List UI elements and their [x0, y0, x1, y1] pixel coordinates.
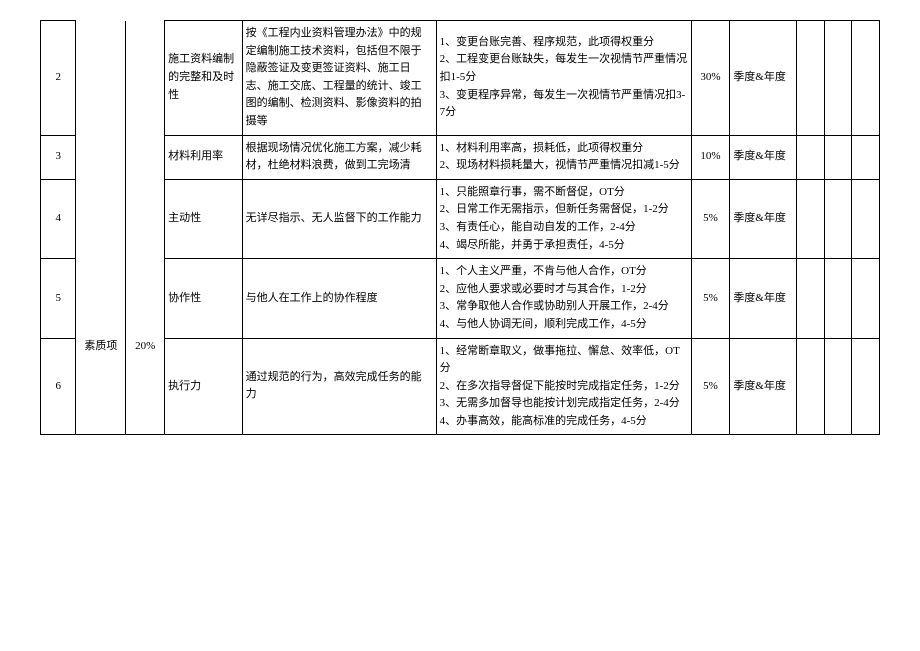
spare-cell	[796, 259, 824, 338]
table-row: 6 执行力 通过规范的行为，高效完成任务的能力 1、经常断章取义，做事拖拉、懈怠…	[41, 338, 880, 435]
item-desc: 根据现场情况优化施工方案，减少耗材，杜绝材料浪费，做到工完场清	[242, 135, 436, 179]
criteria-line: 3、无需多加督导也能按计划完成指定任务，2-4分	[440, 395, 688, 413]
table-row: 4 主动性 无详尽指示、无人监督下的工作能力 1、只能照章行事，需不断督促，OT…	[41, 179, 880, 258]
item-desc: 与他人在工作上的协作程度	[242, 259, 436, 338]
criteria-line: 1、个人主义严重，不肯与他人合作，OT分	[440, 263, 688, 281]
item-weight: 5%	[691, 338, 730, 435]
row-index: 6	[41, 338, 76, 435]
item-name: 执行力	[165, 338, 243, 435]
category-percent: 20%	[126, 259, 165, 435]
item-weight: 10%	[691, 135, 730, 179]
row-index: 4	[41, 179, 76, 258]
item-weight: 30%	[691, 21, 730, 136]
criteria-line: 4、办事高效，能高标准的完成任务，4-5分	[440, 413, 688, 431]
item-name: 材料利用率	[165, 135, 243, 179]
spare-cell	[796, 179, 824, 258]
criteria-line: 1、经常断章取义，做事拖拉、懈怠、效率低，OT分	[440, 343, 688, 378]
criteria-line: 3、有责任心，能自动自发的工作，2-4分	[440, 219, 688, 237]
spare-cell	[852, 135, 880, 179]
spare-cell	[852, 338, 880, 435]
criteria-line: 4、与他人协调无间，顺利完成工作，4-5分	[440, 316, 688, 334]
category-pct-cell	[126, 135, 165, 179]
table-row: 2 施工资料编制的完整和及时性 按《工程内业资料管理办法》中的规定编制施工技术资…	[41, 21, 880, 136]
item-desc: 无详尽指示、无人监督下的工作能力	[242, 179, 436, 258]
item-name: 协作性	[165, 259, 243, 338]
spare-cell	[796, 338, 824, 435]
row-index: 2	[41, 21, 76, 136]
item-period: 季度&年度	[730, 135, 796, 179]
item-period: 季度&年度	[730, 21, 796, 136]
item-criteria: 1、变更台账完善、程序规范，此项得权重分 2、工程变更台账缺失，每发生一次视情节…	[436, 21, 691, 136]
category-cell	[76, 135, 126, 179]
item-criteria: 1、只能照章行事，需不断督促，OT分 2、日常工作无需指示，但新任务需督促，1-…	[436, 179, 691, 258]
item-criteria: 1、经常断章取义，做事拖拉、懈怠、效率低，OT分 2、在多次指导督促下能按时完成…	[436, 338, 691, 435]
table-row: 3 材料利用率 根据现场情况优化施工方案，减少耗材，杜绝材料浪费，做到工完场清 …	[41, 135, 880, 179]
item-name: 施工资料编制的完整和及时性	[165, 21, 243, 136]
criteria-line: 2、现场材料损耗量大，视情节严重情况扣减1-5分	[440, 157, 688, 175]
item-weight: 5%	[691, 259, 730, 338]
row-index: 3	[41, 135, 76, 179]
spare-cell	[852, 179, 880, 258]
spare-cell	[852, 259, 880, 338]
item-desc: 通过规范的行为，高效完成任务的能力	[242, 338, 436, 435]
spare-cell	[824, 259, 852, 338]
item-period: 季度&年度	[730, 338, 796, 435]
item-name: 主动性	[165, 179, 243, 258]
criteria-line: 1、变更台账完善、程序规范，此项得权重分	[440, 34, 688, 52]
criteria-line: 4、竭尽所能，并勇于承担责任，4-5分	[440, 237, 688, 255]
item-desc: 按《工程内业资料管理办法》中的规定编制施工技术资料，包括但不限于隐蔽签证及变更签…	[242, 21, 436, 136]
criteria-line: 2、在多次指导督促下能按时完成指定任务，1-2分	[440, 378, 688, 396]
item-period: 季度&年度	[730, 259, 796, 338]
criteria-line: 3、变更程序异常，每发生一次视情节严重情况扣3-7分	[440, 87, 688, 122]
spare-cell	[824, 179, 852, 258]
category-cell	[76, 21, 126, 136]
evaluation-table: 2 施工资料编制的完整和及时性 按《工程内业资料管理办法》中的规定编制施工技术资…	[40, 20, 880, 435]
spare-cell	[824, 135, 852, 179]
category-cell	[76, 179, 126, 258]
criteria-line: 3、常争取他人合作或协助别人开展工作，2-4分	[440, 298, 688, 316]
criteria-line: 2、应他人要求或必要时才与其合作，1-2分	[440, 281, 688, 299]
spare-cell	[824, 21, 852, 136]
item-weight: 5%	[691, 179, 730, 258]
table-row: 5 素质项 20% 协作性 与他人在工作上的协作程度 1、个人主义严重，不肯与他…	[41, 259, 880, 338]
category-name: 素质项	[76, 259, 126, 435]
item-criteria: 1、材料利用率高，损耗低，此项得权重分 2、现场材料损耗量大，视情节严重情况扣减…	[436, 135, 691, 179]
item-period: 季度&年度	[730, 179, 796, 258]
criteria-line: 2、日常工作无需指示，但新任务需督促，1-2分	[440, 201, 688, 219]
criteria-line: 2、工程变更台账缺失，每发生一次视情节严重情况扣1-5分	[440, 51, 688, 86]
category-pct-cell	[126, 179, 165, 258]
item-criteria: 1、个人主义严重，不肯与他人合作，OT分 2、应他人要求或必要时才与其合作，1-…	[436, 259, 691, 338]
criteria-line: 1、只能照章行事，需不断督促，OT分	[440, 184, 688, 202]
row-index: 5	[41, 259, 76, 338]
spare-cell	[796, 135, 824, 179]
criteria-line: 1、材料利用率高，损耗低，此项得权重分	[440, 140, 688, 158]
spare-cell	[824, 338, 852, 435]
spare-cell	[852, 21, 880, 136]
spare-cell	[796, 21, 824, 136]
category-pct-cell	[126, 21, 165, 136]
